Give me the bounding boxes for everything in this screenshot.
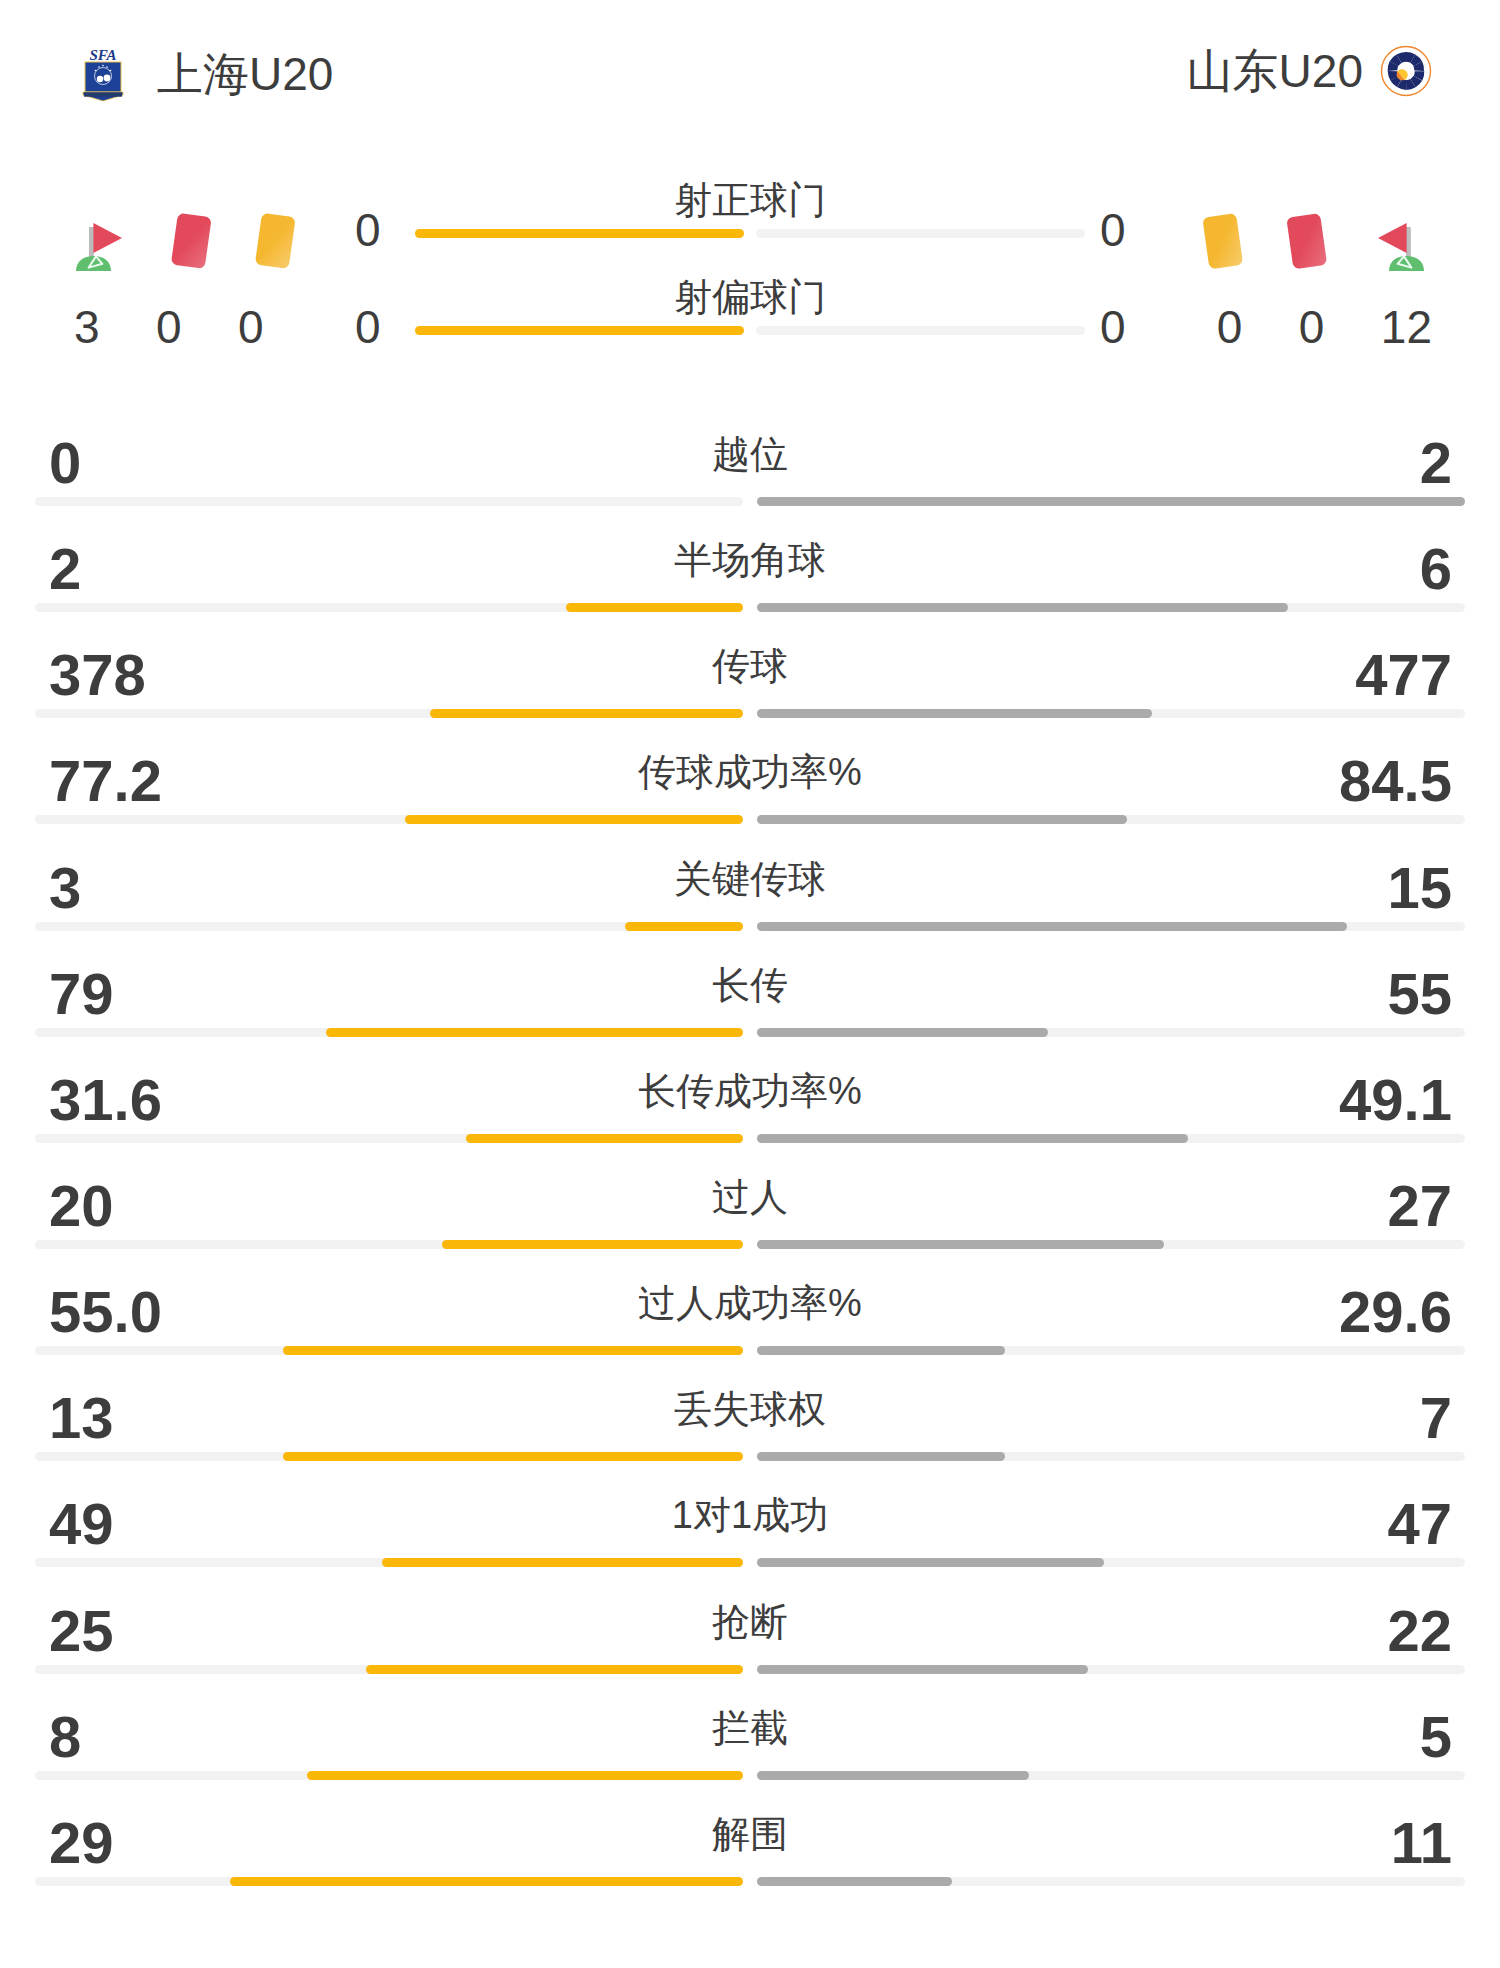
svg-text:SFA: SFA [90,47,117,63]
